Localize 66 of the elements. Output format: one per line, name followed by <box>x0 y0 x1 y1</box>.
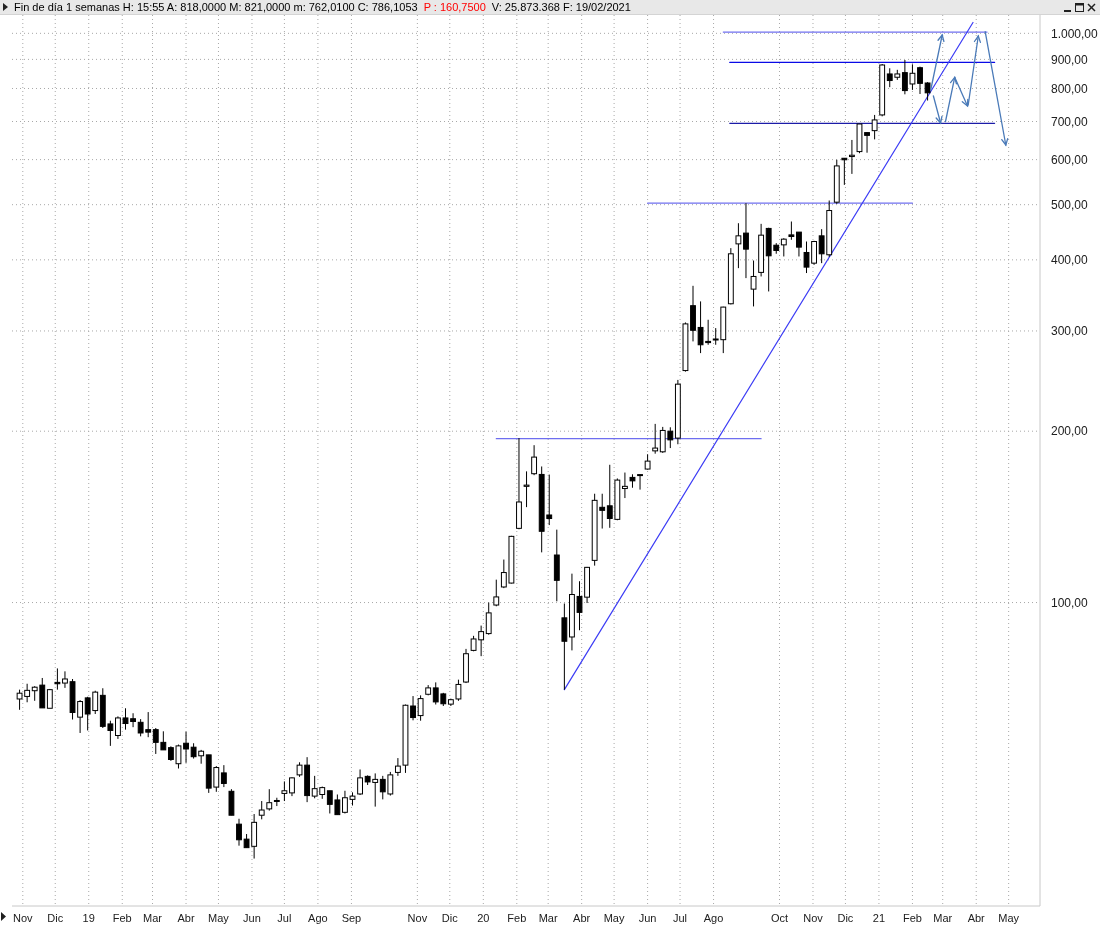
y-tick-label: 900,00 <box>1051 52 1089 67</box>
y-tick-label: 500,00 <box>1051 197 1089 212</box>
candlestick <box>848 139 855 175</box>
y-tick-label: 300,00 <box>1051 324 1089 339</box>
x-tick-label: Jul <box>673 912 688 924</box>
x-tick-label: Jun <box>243 912 261 924</box>
y-tick-label: 100,00 <box>1051 595 1089 610</box>
candlestick <box>281 780 288 802</box>
x-tick-label: 19 <box>82 912 95 924</box>
x-tick-label: Jul <box>277 912 292 924</box>
x-tick-label: Nov <box>13 912 34 924</box>
x-tick-label: Feb <box>902 912 922 924</box>
x-tick-label: Nov <box>803 912 824 924</box>
x-tick-label: May <box>603 912 625 924</box>
candlestick <box>780 237 787 257</box>
x-tick-label: Dic <box>47 912 64 924</box>
candlestick <box>750 260 757 307</box>
candlestick <box>924 81 931 102</box>
y-tick-label: 800,00 <box>1051 81 1089 96</box>
y-tick-label: 700,00 <box>1051 114 1089 129</box>
candlestick <box>743 202 749 279</box>
candlestick <box>485 602 492 636</box>
candlestick <box>561 603 568 691</box>
x-tick-label: 21 <box>872 912 886 924</box>
x-tick-label: Feb <box>112 912 132 924</box>
x-tick-label: Mar <box>538 912 558 924</box>
x-tick-label: Sep <box>341 912 362 924</box>
candlestick <box>357 768 363 796</box>
candlestick <box>735 222 742 269</box>
y-tick-label: 1.000,00 <box>1051 26 1099 41</box>
x-tick-label: Feb <box>507 912 527 924</box>
candlestick <box>228 788 235 816</box>
x-tick-label: May <box>208 912 230 924</box>
x-tick-label: Jun <box>638 912 657 924</box>
candlestick <box>871 114 878 140</box>
x-tick-label: Dic <box>441 912 459 924</box>
candlestick <box>621 472 628 499</box>
candlestick <box>220 764 227 788</box>
y-tick-label: 400,00 <box>1051 253 1089 268</box>
x-tick-label: Abr <box>967 912 986 924</box>
candlestick <box>652 423 659 455</box>
x-tick-label: Dic <box>837 912 854 924</box>
x-tick-label: Ago <box>703 912 724 924</box>
y-tick-label: 200,00 <box>1051 424 1089 439</box>
candlestick <box>523 470 530 508</box>
candlestick <box>796 231 802 257</box>
candlestick <box>531 444 538 476</box>
x-tick-label: Abr <box>177 912 195 924</box>
candlestick <box>493 579 500 607</box>
candlestick <box>788 221 795 241</box>
x-tick-label: Oct <box>770 912 789 924</box>
x-tick-label: Abr <box>573 912 591 924</box>
chart-subtitle: P : 160,7500 <box>423 0 486 14</box>
chart-title: Fin de día 1 semanas H: 15:55 A: 818,0000 M: 821,0000 m: 762,0100 C: 786,1053 <box>14 0 418 14</box>
candlestick <box>289 776 295 797</box>
x-tick-label: Nov <box>407 912 428 924</box>
y-tick-label: 600,00 <box>1051 152 1089 167</box>
x-tick-label: Ago <box>308 912 328 924</box>
x-tick-label: Mar <box>933 912 953 924</box>
candlestick <box>637 473 643 491</box>
text: V: 25.873.368 F: 19/02/2021 <box>491 0 631 14</box>
x-tick-label: Mar <box>143 912 163 924</box>
x-tick-label: 20 <box>477 912 490 924</box>
candlestick <box>417 694 424 722</box>
x-tick-label: May <box>998 912 1020 924</box>
candlestick <box>54 667 61 691</box>
